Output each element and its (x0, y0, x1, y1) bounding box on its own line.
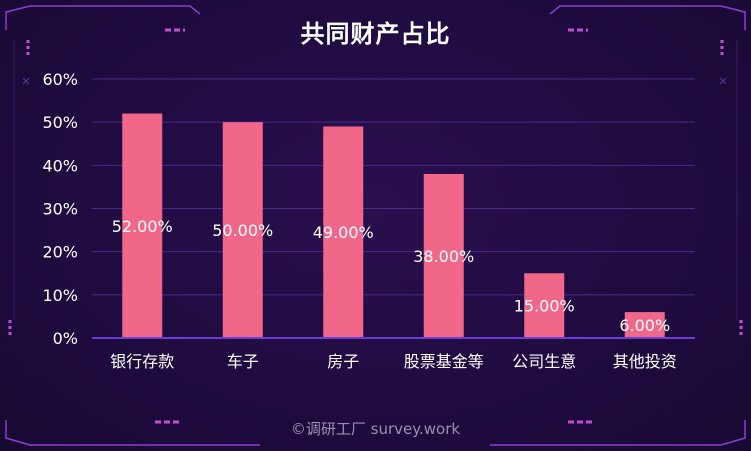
data-label: 52.00% (112, 217, 173, 236)
frame-cross-left (22, 77, 30, 85)
frame-corner-br (490, 420, 746, 446)
data-label: 15.00% (514, 297, 575, 316)
x-tick-label: 其他投资 (613, 352, 677, 371)
data-label: 6.00% (619, 316, 670, 335)
y-tick-label: 10% (42, 286, 78, 305)
x-tick-label: 车子 (227, 352, 259, 371)
y-tick-label: 40% (42, 156, 78, 175)
y-tick-label: 0% (53, 329, 78, 348)
bar (323, 126, 364, 338)
chart-title: 共同财产占比 (300, 20, 451, 48)
bar (122, 113, 163, 339)
data-label: 38.00% (413, 247, 474, 266)
bar (222, 122, 263, 339)
watermark: ©调研工厂 survey.work (290, 420, 461, 438)
frame-corner-tr (549, 5, 746, 30)
data-label: 50.00% (212, 221, 273, 240)
data-label: 49.00% (313, 223, 374, 242)
x-tick-label: 房子 (327, 352, 359, 371)
x-tick-label: 银行存款 (110, 352, 174, 371)
frame-corner-bl (5, 420, 260, 446)
bar (423, 173, 464, 338)
bar (524, 273, 565, 338)
x-tick-label: 股票基金等 (404, 352, 484, 371)
y-tick-label: 60% (42, 70, 78, 89)
frame-corner-tl (5, 5, 201, 30)
y-tick-label: 20% (42, 243, 78, 262)
frame-cross-right (719, 77, 727, 85)
y-tick-label: 30% (42, 200, 78, 219)
bar (624, 312, 665, 338)
x-tick-label: 公司生意 (512, 352, 576, 371)
y-tick-label: 50% (42, 113, 78, 132)
